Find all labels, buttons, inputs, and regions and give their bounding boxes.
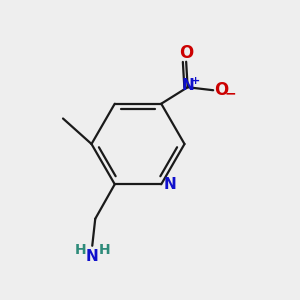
Text: +: +: [191, 76, 200, 85]
Text: H: H: [98, 243, 110, 257]
Text: O: O: [179, 44, 193, 62]
Text: O: O: [214, 81, 229, 99]
Text: N: N: [86, 249, 99, 264]
Text: H: H: [75, 243, 87, 257]
Text: N: N: [164, 177, 176, 192]
Text: N: N: [181, 78, 194, 93]
Text: −: −: [224, 86, 236, 100]
